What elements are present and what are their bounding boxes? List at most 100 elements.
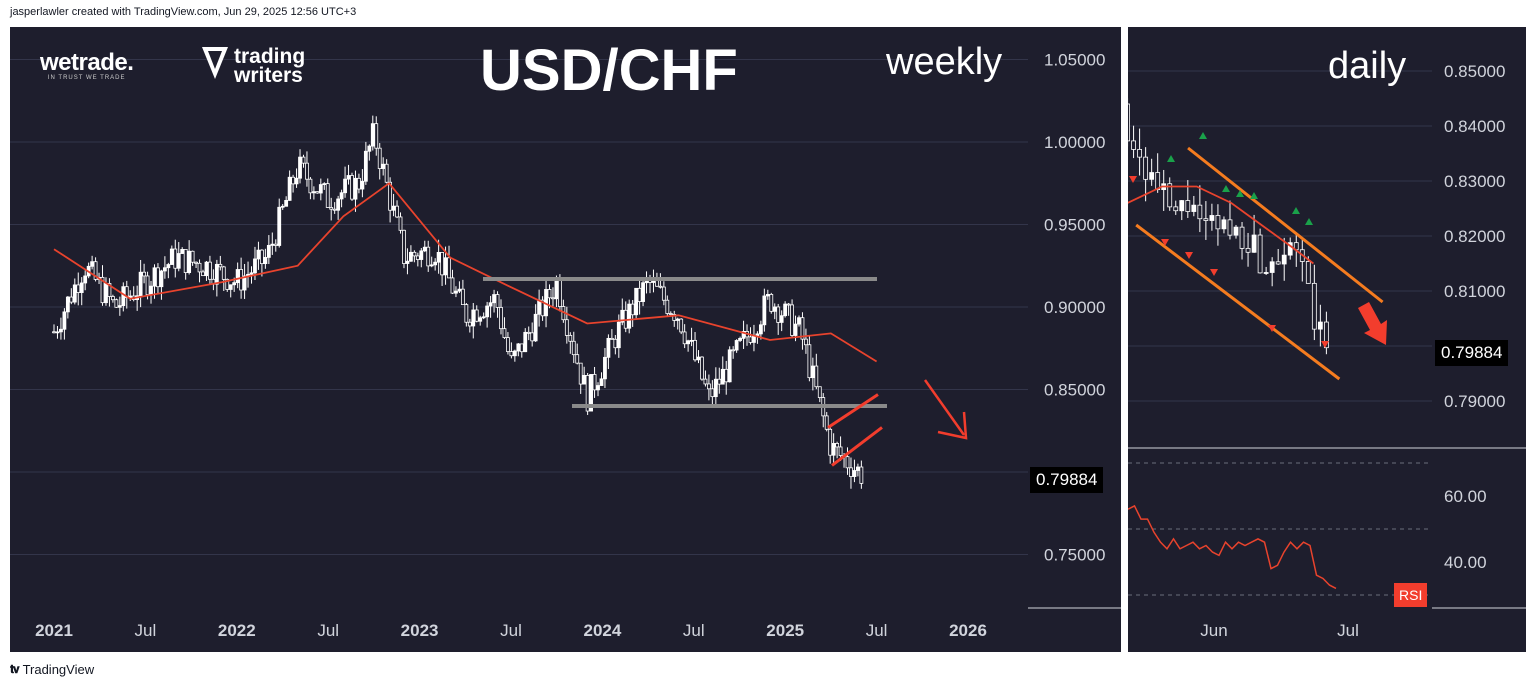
weekly-candle-body bbox=[391, 205, 396, 211]
weekly-candle-body bbox=[519, 343, 524, 353]
weekly-candle-body bbox=[426, 246, 431, 267]
weekly-candle-body bbox=[814, 365, 819, 388]
weekly-candle-body bbox=[727, 349, 732, 383]
weekly-candle-body bbox=[478, 317, 483, 322]
daily-candle-body bbox=[1275, 261, 1281, 265]
weekly-candle-body bbox=[173, 248, 178, 269]
weekly-candle-body bbox=[142, 271, 146, 277]
daily-chart[interactable]: 0.85000 0.84000 0.83000 0.82000 0.81000 0.790… bbox=[1128, 27, 1526, 652]
weekly-candle-body bbox=[450, 277, 455, 294]
weekly-candle-body bbox=[242, 275, 247, 291]
weekly-chart-panel[interactable]: 1.05000 1.00000 0.95000 0.90000 0.85000 0.750… bbox=[10, 27, 1121, 652]
weekly-candle-body bbox=[495, 294, 500, 308]
daily-timeframe-label: daily bbox=[1328, 45, 1407, 87]
weekly-candle-body bbox=[256, 249, 261, 260]
trading-writers-logo-line2: writers bbox=[234, 64, 303, 87]
weekly-candle-body bbox=[481, 316, 486, 319]
weekly-candle-body bbox=[228, 284, 233, 290]
swing-low-marker-icon bbox=[1210, 269, 1218, 276]
weekly-candle-body bbox=[502, 328, 507, 338]
weekly-candle-body bbox=[585, 374, 590, 412]
daily-chart-panel[interactable]: 0.85000 0.84000 0.83000 0.82000 0.81000 0.790… bbox=[1128, 27, 1526, 652]
weekly-candle-body bbox=[686, 340, 691, 345]
daily-candle-body bbox=[1137, 149, 1142, 158]
daily-candle-body bbox=[1311, 282, 1317, 330]
weekly-last-price-label: 0.79884 bbox=[1030, 467, 1104, 493]
weekly-candle-body bbox=[658, 285, 663, 288]
weekly-candle-body bbox=[145, 275, 150, 296]
rsi-y-tick-label: 60.00 bbox=[1444, 487, 1487, 506]
daily-candle-body bbox=[1263, 272, 1269, 274]
weekly-down-arrow-shaft bbox=[923, 379, 966, 436]
weekly-candle-body bbox=[360, 180, 365, 190]
weekly-candle-body bbox=[523, 331, 528, 353]
weekly-candle-body bbox=[395, 205, 399, 218]
weekly-down-arrow-head bbox=[937, 411, 968, 440]
daily-y-tick-label: 0.84000 bbox=[1444, 117, 1505, 136]
daily-candle-body bbox=[1209, 215, 1215, 221]
weekly-candle-body bbox=[398, 216, 403, 231]
weekly-x-tick-label: Jul bbox=[683, 621, 705, 640]
daily-candle-body bbox=[1197, 204, 1203, 220]
daily-y-tick-label: 0.81000 bbox=[1444, 282, 1505, 301]
weekly-candle-body bbox=[249, 272, 254, 275]
weekly-candle-body bbox=[447, 257, 451, 279]
daily-candle-body bbox=[1203, 218, 1209, 221]
weekly-candle-body bbox=[460, 288, 465, 306]
weekly-candle-body bbox=[201, 271, 205, 277]
weekly-y-tick-label: 0.95000 bbox=[1044, 216, 1105, 235]
weekly-candle-body bbox=[284, 199, 289, 207]
weekly-candle-body bbox=[377, 147, 382, 169]
weekly-x-tick-label: 2025 bbox=[766, 621, 804, 640]
weekly-candle-body bbox=[526, 331, 531, 334]
swing-high-marker-icon bbox=[1167, 155, 1175, 162]
weekly-candle-body bbox=[266, 244, 271, 258]
daily-candle-body bbox=[1215, 215, 1221, 230]
weekly-candle-body bbox=[693, 339, 697, 361]
weekly-candle-body bbox=[797, 317, 801, 325]
daily-candle-body bbox=[1179, 200, 1185, 212]
weekly-candle-body bbox=[65, 296, 70, 313]
weekly-candle-body bbox=[301, 156, 306, 164]
weekly-candle-body bbox=[381, 163, 386, 169]
weekly-y-tick-label: 0.75000 bbox=[1044, 546, 1105, 565]
weekly-candle-body bbox=[700, 356, 704, 380]
daily-y-tick-label: 0.83000 bbox=[1444, 172, 1505, 191]
daily-candle-body bbox=[1128, 103, 1130, 142]
weekly-candle-body bbox=[384, 163, 389, 183]
daily-candle-body bbox=[1227, 219, 1233, 236]
daily-candle-body bbox=[1143, 156, 1149, 180]
weekly-candle-body bbox=[547, 289, 552, 299]
weekly-candle-body bbox=[731, 349, 736, 352]
weekly-candle-body bbox=[506, 337, 510, 352]
daily-y-tick-label: 0.85000 bbox=[1444, 62, 1505, 81]
weekly-candle-body bbox=[474, 309, 479, 322]
weekly-candle-body bbox=[838, 446, 843, 456]
weekly-candle-body bbox=[713, 378, 718, 398]
weekly-candle-body bbox=[734, 340, 739, 351]
daily-candle-body bbox=[1221, 219, 1227, 230]
weekly-candle-body bbox=[429, 264, 434, 267]
daily-x-tick-label: Jun bbox=[1200, 621, 1227, 640]
swing-low-marker-icon bbox=[1129, 176, 1137, 183]
weekly-candle-body bbox=[208, 261, 212, 280]
daily-candle-body bbox=[1131, 140, 1136, 150]
weekly-candle-body bbox=[800, 317, 805, 340]
weekly-moving-average-line bbox=[53, 182, 878, 363]
weekly-candle-body bbox=[273, 243, 278, 246]
weekly-candle-body bbox=[322, 183, 327, 186]
weekly-x-tick-label: Jul bbox=[500, 621, 522, 640]
weekly-candle-body bbox=[835, 443, 840, 448]
trading-writers-pen-icon bbox=[202, 47, 228, 79]
weekly-chart[interactable]: 1.05000 1.00000 0.95000 0.90000 0.85000 0.750… bbox=[10, 27, 1121, 652]
weekly-candle-body bbox=[149, 285, 153, 296]
weekly-candle-body bbox=[845, 456, 850, 469]
weekly-candle-body bbox=[682, 331, 687, 345]
weekly-candle-body bbox=[661, 286, 666, 301]
weekly-candle-body bbox=[786, 303, 791, 306]
weekly-candle-body bbox=[76, 284, 81, 293]
weekly-x-tick-label: Jul bbox=[135, 621, 157, 640]
weekly-candle-body bbox=[558, 279, 562, 307]
tradingview-footer-text: TradingView bbox=[22, 662, 95, 677]
weekly-candle-body bbox=[564, 319, 569, 336]
